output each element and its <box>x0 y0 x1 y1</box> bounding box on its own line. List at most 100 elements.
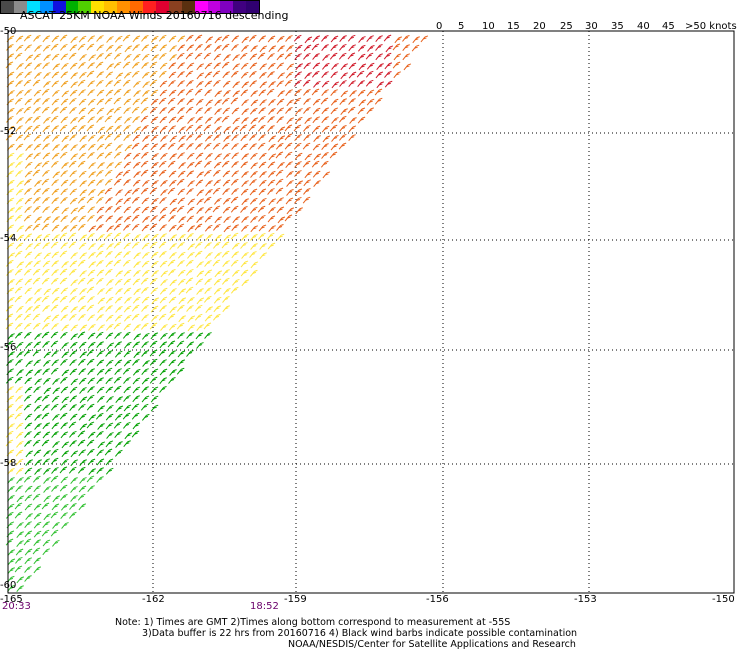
wind-barb <box>221 241 230 249</box>
wind-barb <box>248 124 257 132</box>
wind-barb <box>123 251 131 258</box>
wind-barb <box>33 205 41 213</box>
wind-barb <box>249 70 257 78</box>
wind-barb <box>59 295 68 303</box>
wind-barb <box>266 88 275 96</box>
wind-barb <box>51 71 60 79</box>
wind-barb <box>277 45 285 53</box>
wind-barb <box>204 314 213 322</box>
wind-barb <box>258 214 266 222</box>
wind-barb <box>348 71 357 79</box>
wind-barb <box>150 170 158 178</box>
wind-barb <box>79 423 88 431</box>
wind-barb <box>177 35 186 43</box>
wind-barb <box>105 323 114 331</box>
wind-barb <box>113 61 122 69</box>
wind-barb <box>33 260 41 268</box>
wind-barb <box>43 315 52 323</box>
wind-barb <box>60 476 69 484</box>
wind-barb <box>104 115 113 123</box>
wind-barb <box>69 404 77 411</box>
wind-barb <box>59 484 68 492</box>
wind-barb <box>114 116 123 124</box>
wind-barb <box>330 44 338 52</box>
wind-barb <box>105 89 114 97</box>
wind-barb <box>249 197 258 205</box>
wind-barb <box>303 134 311 141</box>
wind-barb <box>214 90 223 98</box>
wind-barb <box>24 278 33 286</box>
wind-barb <box>97 234 105 241</box>
wind-barb <box>79 387 87 394</box>
wind-barb <box>52 495 61 503</box>
wind-barb <box>158 349 167 357</box>
wind-barb <box>141 377 150 385</box>
wind-barb <box>14 565 23 573</box>
wind-barb <box>186 44 195 52</box>
wind-barb <box>123 377 131 384</box>
wind-barb <box>196 63 204 71</box>
wind-barb <box>6 269 14 276</box>
legend-tick-25: 25 <box>560 21 573 32</box>
wind-barb <box>151 161 159 169</box>
wind-barb <box>77 358 86 366</box>
wind-barb <box>115 216 123 224</box>
wind-barb <box>284 142 293 150</box>
wind-barb <box>24 422 33 430</box>
wind-barb <box>105 287 113 295</box>
wind-barb <box>69 179 77 186</box>
wind-barb <box>51 314 60 322</box>
wind-barb <box>87 269 96 277</box>
wind-barb <box>366 98 375 106</box>
wind-barb <box>88 252 96 259</box>
wind-barb <box>123 242 132 250</box>
wind-barb <box>41 88 50 96</box>
wind-barb <box>231 143 239 150</box>
wind-barb <box>169 135 178 143</box>
wind-barb <box>5 430 14 438</box>
wind-barb <box>113 241 122 249</box>
wind-barb <box>42 458 50 466</box>
wind-barb <box>258 115 266 123</box>
wind-barb <box>124 189 133 197</box>
wind-barb <box>61 162 69 169</box>
wind-barb <box>169 243 177 250</box>
wind-barb <box>60 43 68 51</box>
wind-barb <box>141 350 149 357</box>
wind-barb <box>61 324 70 332</box>
wind-barb <box>167 340 176 348</box>
wind-barb <box>51 35 60 43</box>
wind-barb <box>149 79 158 87</box>
wind-barb <box>358 99 367 107</box>
wind-barb <box>51 431 59 438</box>
wind-barb <box>338 115 347 123</box>
wind-barb <box>50 475 59 483</box>
wind-barb <box>87 152 95 159</box>
wind-barb <box>168 377 176 384</box>
wind-barb <box>177 359 186 367</box>
wind-barb <box>105 350 113 357</box>
wind-barb <box>205 36 214 44</box>
wind-barb <box>114 350 123 358</box>
wind-barb <box>96 44 104 52</box>
wind-barb <box>32 223 41 231</box>
wind-barb <box>168 62 177 70</box>
wind-barb <box>212 169 221 177</box>
wind-barb <box>160 279 168 286</box>
wind-barb <box>331 135 339 142</box>
wind-barb <box>304 117 312 125</box>
wind-barb <box>41 394 50 402</box>
wind-barb <box>168 170 177 178</box>
wind-barb <box>51 134 60 142</box>
wind-barb <box>258 161 267 169</box>
wind-barb <box>25 261 33 268</box>
wind-barb <box>294 53 302 61</box>
wind-barb <box>105 125 114 133</box>
wind-barb <box>347 34 356 42</box>
wind-barb <box>96 169 104 177</box>
wind-barb <box>60 197 68 204</box>
wind-barb <box>347 52 356 60</box>
legend-tick-0: 0 <box>436 21 443 32</box>
wind-barb <box>115 189 123 196</box>
wind-barb <box>151 197 159 205</box>
